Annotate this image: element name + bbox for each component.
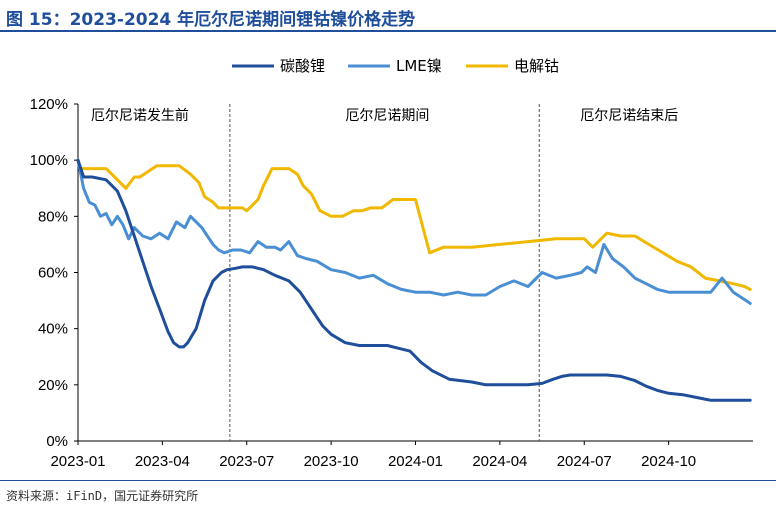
legend-label: 碳酸锂 (280, 57, 325, 75)
y-tick-label: 20% (38, 377, 68, 394)
y-tick-label: 100% (30, 152, 68, 169)
x-tick-label: 2023-01 (50, 453, 105, 470)
y-tick-label: 40% (38, 321, 68, 338)
source-note: 资料来源：iFinD，国元证券研究所 (6, 489, 199, 503)
legend-label: LME镍 (396, 57, 442, 75)
y-tick-label: 80% (38, 208, 68, 225)
x-tick-label: 2024-04 (472, 453, 527, 470)
series-line (76, 158, 752, 305)
legend-label: 电解钴 (514, 57, 559, 75)
line-chart: 0% 20% 40% 60% 80% 100% 120% 2023-01 2023-04 2023… (30, 57, 753, 470)
footer-rule (0, 480, 776, 481)
x-tick-label: 2023-07 (219, 453, 274, 470)
y-tick-label: 60% (38, 265, 68, 282)
title-underline (0, 30, 776, 32)
period-label: 厄尔尼诺发生前 (91, 107, 189, 124)
x-tick-label: 2023-04 (135, 453, 190, 470)
x-tick-label: 2023-10 (304, 453, 359, 470)
x-tick-label: 2024-07 (557, 453, 612, 470)
period-label: 厄尔尼诺期间 (345, 108, 429, 124)
x-tick-label: 2024-10 (641, 453, 696, 470)
x-tick-label: 2024-01 (388, 453, 443, 470)
figure-title: 图 15：2023-2024 年厄尔尼诺期间锂钴镍价格走势 (6, 10, 416, 30)
figure-title-bar: 图 15：2023-2024 年厄尔尼诺期间锂钴镍价格走势 (0, 0, 776, 30)
series-line (76, 158, 752, 402)
y-tick-label: 120% (30, 96, 68, 113)
y-tick-label: 0% (46, 433, 68, 450)
period-label: 厄尔尼诺结束后 (580, 108, 678, 124)
series-line (76, 158, 752, 291)
